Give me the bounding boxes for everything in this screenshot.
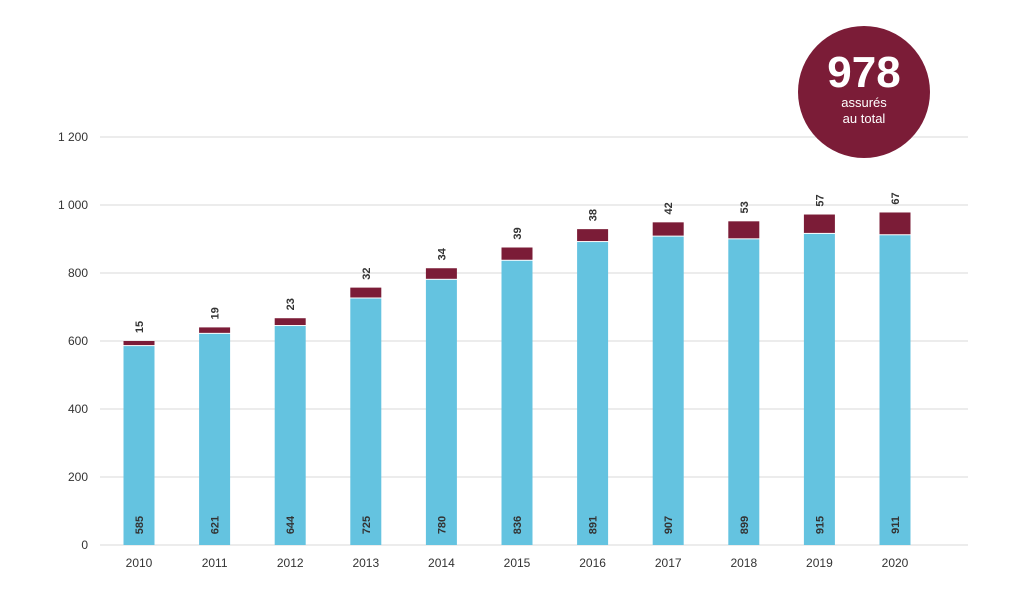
bar-base-2014 <box>425 279 457 545</box>
bar-top-2014 <box>425 268 457 279</box>
total-badge: 978 assurés au total <box>798 26 930 158</box>
y-tick-label: 0 <box>81 538 88 552</box>
bar-top-2017 <box>652 222 684 236</box>
data-label-top-2013: 32 <box>361 267 373 279</box>
bar-base-2016 <box>577 242 609 545</box>
x-axis: 2010 2011 2012 2013 2014 2015 2016 2017 2018 2019… <box>126 556 909 570</box>
y-tick-label: 1 000 <box>58 198 88 212</box>
data-label-top-2011: 19 <box>210 307 222 319</box>
bar-top-2013 <box>350 287 382 298</box>
data-label-top-2010: 15 <box>134 321 146 333</box>
x-tick-label: 2016 <box>579 556 606 570</box>
bar-top-2010 <box>123 341 155 346</box>
badge-label-line2: au total <box>842 111 886 126</box>
data-label-base-2017: 907 <box>663 516 675 534</box>
data-label-top-2016: 38 <box>588 209 600 221</box>
data-label-top-2017: 42 <box>663 202 675 214</box>
data-label-base-2011: 621 <box>210 516 222 534</box>
data-label-top-2014: 34 <box>436 247 448 260</box>
bar-base-2020 <box>879 235 911 545</box>
data-label-base-2013: 725 <box>361 516 373 534</box>
data-label-base-2020: 911 <box>890 516 902 534</box>
x-tick-label: 2020 <box>882 556 909 570</box>
badge-number: 978 <box>827 48 901 97</box>
bar-base-2017 <box>652 236 684 545</box>
bar-base-2019 <box>803 233 835 545</box>
data-label-base-2010: 585 <box>134 516 146 534</box>
bar-base-2010 <box>123 346 155 545</box>
data-label-top-2015: 39 <box>512 227 524 239</box>
x-tick-label: 2015 <box>504 556 531 570</box>
bar-top-2019 <box>803 214 835 233</box>
data-label-top-2018: 53 <box>739 201 751 213</box>
bar-top-2012 <box>274 318 306 326</box>
data-label-base-2016: 891 <box>588 516 600 534</box>
y-tick-label: 200 <box>68 470 88 484</box>
data-label-base-2012: 644 <box>285 515 297 534</box>
data-label-base-2014: 780 <box>436 516 448 534</box>
x-tick-label: 2012 <box>277 556 304 570</box>
y-axis: 0 200 400 600 800 1 000 1 200 <box>58 130 88 552</box>
x-tick-label: 2011 <box>202 556 228 570</box>
y-tick-label: 800 <box>68 266 88 280</box>
bar-top-2020 <box>879 212 911 235</box>
data-labels: 585 15 621 19 644 23 725 32 780 34 836 39 891 38 907 42… <box>134 192 902 534</box>
bar-base-2012 <box>274 326 306 545</box>
x-tick-label: 2013 <box>352 556 379 570</box>
bars <box>123 212 911 545</box>
bar-base-2018 <box>728 239 760 545</box>
x-tick-label: 2017 <box>655 556 682 570</box>
y-tick-label: 400 <box>68 402 88 416</box>
gridlines <box>100 136 968 546</box>
x-tick-label: 2019 <box>806 556 833 570</box>
data-label-base-2018: 899 <box>739 516 751 534</box>
x-tick-label: 2010 <box>126 556 153 570</box>
x-tick-label: 2014 <box>428 556 455 570</box>
x-tick-label: 2018 <box>730 556 757 570</box>
badge-label-line1: assurés <box>841 95 887 110</box>
bar-top-2018 <box>728 221 760 239</box>
bar-top-2015 <box>501 247 533 260</box>
bar-top-2016 <box>577 229 609 242</box>
y-tick-label: 1 200 <box>58 130 88 144</box>
bar-top-2011 <box>199 327 231 333</box>
data-label-top-2020: 67 <box>890 192 902 204</box>
data-label-top-2012: 23 <box>285 298 297 310</box>
bar-base-2013 <box>350 298 382 545</box>
bar-base-2015 <box>501 260 533 545</box>
data-label-top-2019: 57 <box>814 194 826 206</box>
y-tick-label: 600 <box>68 334 88 348</box>
bar-base-2011 <box>199 333 231 545</box>
data-label-base-2015: 836 <box>512 516 524 534</box>
data-label-base-2019: 915 <box>814 516 826 534</box>
